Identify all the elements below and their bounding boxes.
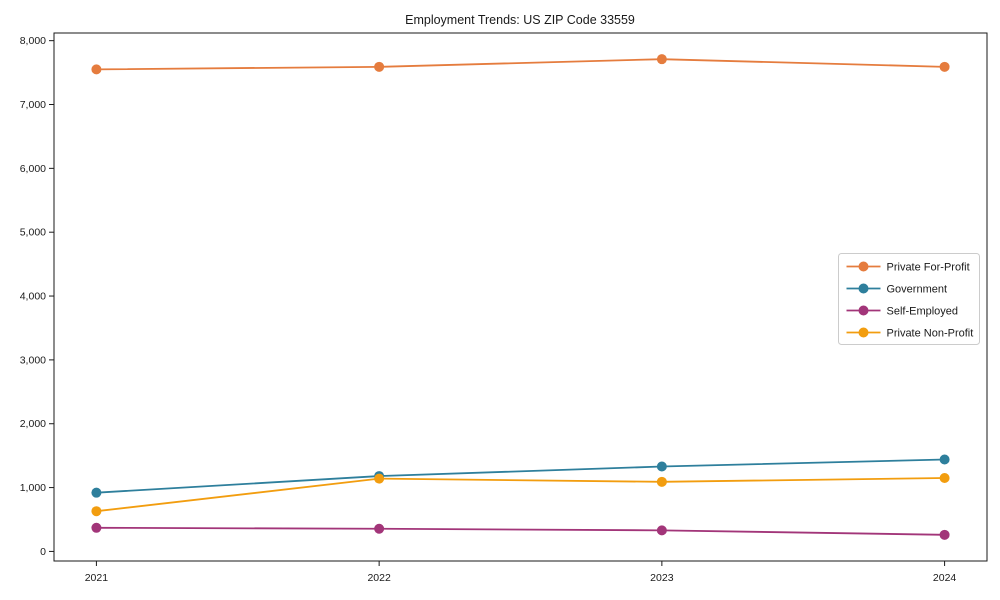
y-axis-tick-label: 1,000	[20, 482, 46, 494]
y-axis-tick-label: 6,000	[20, 163, 46, 175]
series-line-government	[96, 458, 945, 494]
plot-series	[91, 54, 950, 540]
data-point-government-2023	[656, 461, 667, 472]
x-axis-tick-label: 2023	[650, 572, 674, 584]
x-axis-tick-label: 2021	[85, 572, 109, 584]
x-axis-tick-label: 2024	[933, 572, 957, 584]
legend-sample-marker-private-non-profit	[858, 327, 869, 338]
data-point-private-for-profit-2024	[939, 61, 950, 72]
y-axis-tick-label: 0	[40, 546, 46, 558]
series-line-private-non-profit	[96, 477, 945, 513]
legend-box	[838, 253, 980, 345]
data-point-self-employed-2024	[939, 529, 950, 540]
legend-sample-marker-self-employed	[858, 305, 869, 316]
data-point-private-non-profit-2022	[374, 473, 385, 484]
y-axis-tick-label: 2,000	[20, 418, 46, 430]
data-point-private-non-profit-2023	[656, 476, 667, 487]
data-point-government-2024	[939, 454, 950, 465]
legend-sample-marker-private-for-profit	[858, 261, 869, 272]
chart-title: Employment Trends: US ZIP Code 33559	[405, 13, 635, 27]
y-axis-tick-label: 3,000	[20, 354, 46, 366]
y-axis-tick-label: 4,000	[20, 291, 46, 303]
series-line-self-employed	[96, 526, 945, 536]
data-point-private-for-profit-2022	[374, 61, 385, 72]
legend-label-self-employed: Self-Employed	[887, 305, 959, 317]
chart-legend: Private For-Profit Government Self-Employe…	[838, 253, 980, 345]
data-point-private-for-profit-2021	[91, 64, 102, 75]
data-point-private-non-profit-2024	[939, 473, 950, 484]
data-point-self-employed-2022	[374, 523, 385, 534]
data-point-private-for-profit-2023	[656, 54, 667, 65]
y-axis-tick-label: 8,000	[20, 35, 46, 47]
x-axis-tick-label: 2022	[367, 572, 391, 584]
legend-label-government: Government	[887, 283, 948, 295]
y-axis-tick-label: 5,000	[20, 227, 46, 239]
data-point-self-employed-2021	[91, 522, 102, 533]
data-point-self-employed-2023	[656, 525, 667, 536]
plot-border	[53, 32, 988, 562]
data-point-private-non-profit-2021	[91, 506, 102, 517]
legend-label-private-for-profit: Private For-Profit	[887, 261, 970, 273]
legend-sample-marker-government	[858, 283, 869, 294]
data-point-government-2021	[91, 487, 102, 498]
series-line-private-for-profit	[96, 58, 945, 71]
legend-label-private-non-profit: Private Non-Profit	[887, 327, 974, 339]
y-axis-tick-label: 7,000	[20, 99, 46, 111]
plot-axes: 0 1,000 2,000 3,000 4,000 5,000 6,000 7,000 8,00…	[20, 32, 988, 584]
